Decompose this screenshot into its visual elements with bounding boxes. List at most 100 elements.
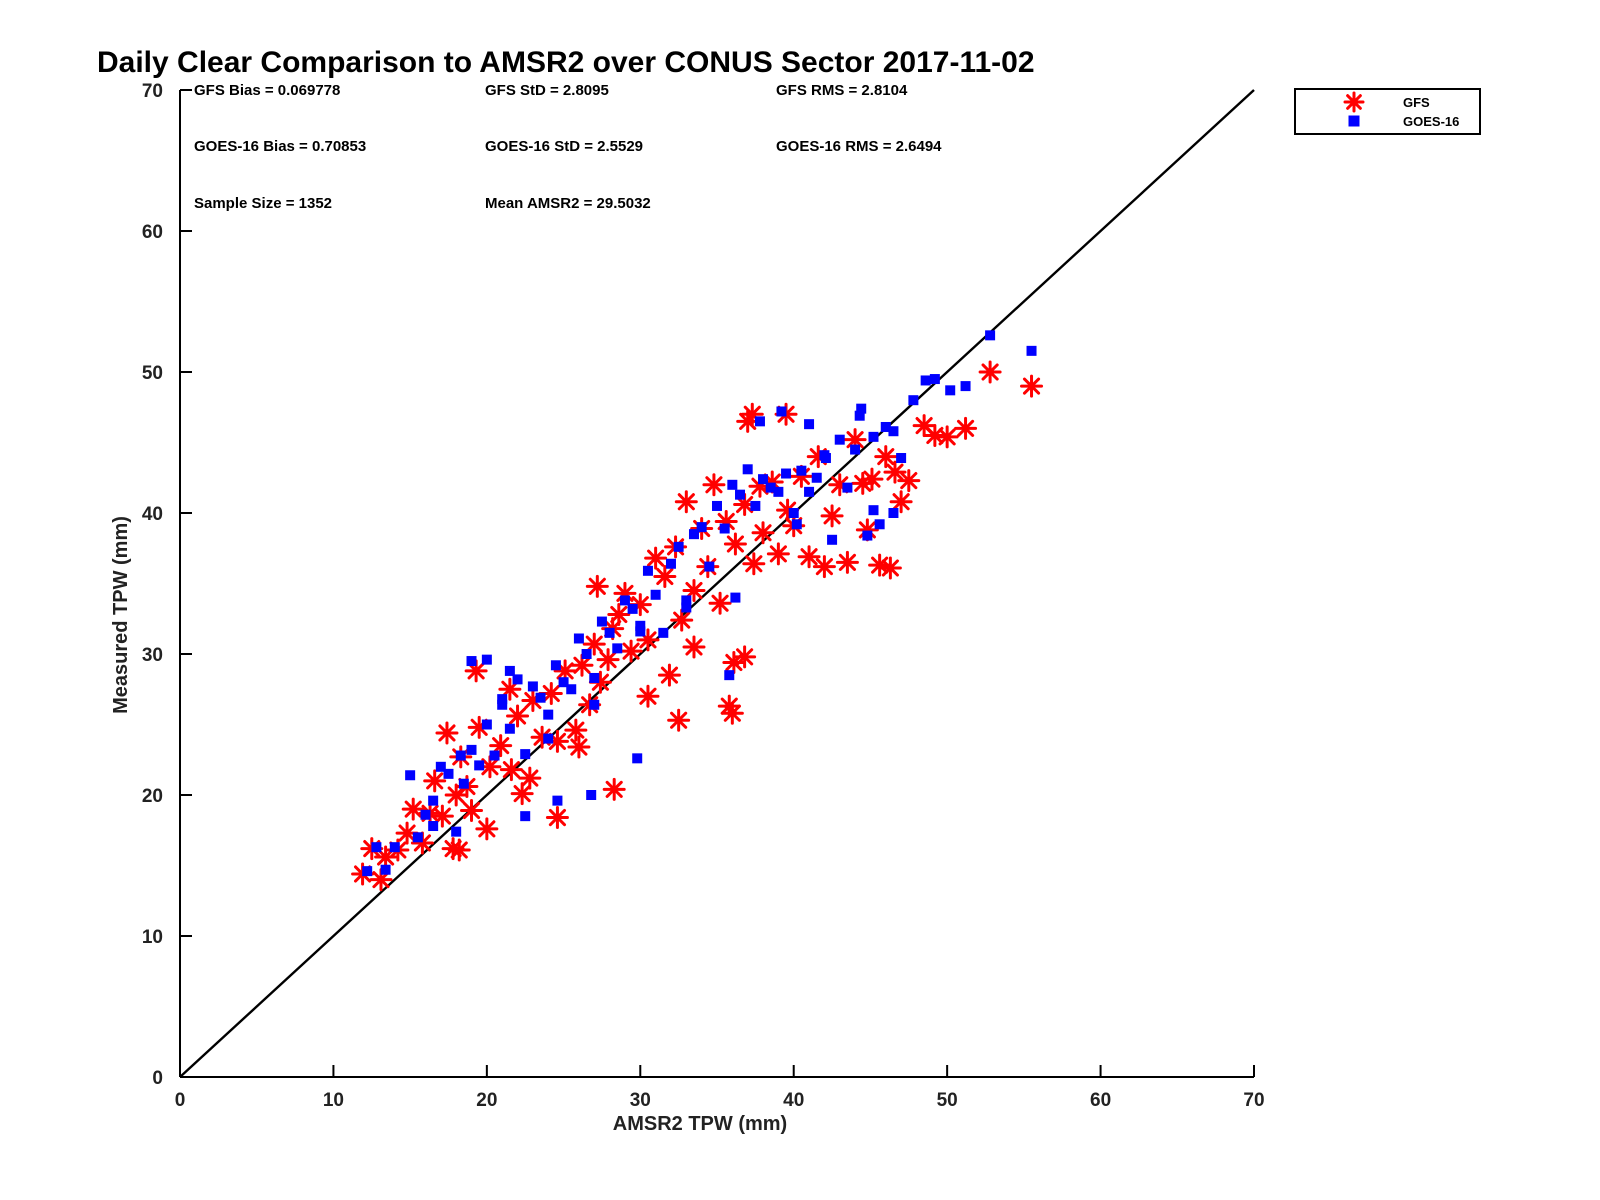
gfs-point bbox=[878, 556, 902, 580]
gfs-point bbox=[636, 628, 660, 652]
goes16-point bbox=[635, 620, 646, 631]
gfs-point bbox=[435, 721, 459, 745]
goes16-point bbox=[820, 453, 831, 464]
goes16-point bbox=[489, 750, 500, 761]
gfs-point bbox=[567, 735, 591, 759]
gfs-point bbox=[978, 360, 1002, 384]
goes16-point bbox=[719, 523, 730, 534]
goes16-point bbox=[1026, 345, 1037, 356]
goes16-point bbox=[888, 426, 899, 437]
series-goes-16 bbox=[362, 330, 1037, 877]
goes16-point bbox=[520, 749, 531, 760]
legend-gfs-marker bbox=[1343, 91, 1365, 113]
gfs-point bbox=[510, 782, 534, 806]
one-to-one-line bbox=[179, 89, 1255, 1078]
gfs-point bbox=[460, 799, 484, 823]
gfs-point bbox=[518, 766, 542, 790]
gfs-point bbox=[733, 645, 757, 669]
gfs-point bbox=[423, 769, 447, 793]
x-tick-label: 50 bbox=[937, 1090, 958, 1111]
goes16-point bbox=[455, 750, 466, 761]
gfs-point bbox=[447, 838, 471, 862]
goes16-point bbox=[497, 699, 508, 710]
goes16-point bbox=[788, 508, 799, 518]
x-axis-label: AMSR2 TPW (mm) bbox=[613, 1113, 787, 1135]
goes16-point bbox=[435, 761, 446, 772]
goes16-point bbox=[550, 660, 561, 671]
gfs-point bbox=[619, 639, 643, 663]
goes16-point bbox=[681, 595, 692, 606]
goes16-point bbox=[520, 811, 531, 822]
goes16-point bbox=[412, 832, 423, 843]
gfs-point bbox=[636, 684, 660, 708]
stat-label: GOES-16 Bias = 0.70853 bbox=[194, 138, 366, 155]
goes16-point bbox=[765, 482, 776, 493]
goes16-point bbox=[804, 419, 815, 430]
y-tick-label: 30 bbox=[142, 645, 163, 666]
goes16-point bbox=[945, 385, 956, 396]
gfs-point bbox=[670, 608, 694, 632]
goes16-point bbox=[632, 753, 643, 764]
goes16-point bbox=[724, 670, 735, 681]
gfs-point bbox=[644, 546, 668, 570]
goes16-point bbox=[458, 778, 469, 789]
gfs-point bbox=[674, 490, 698, 514]
gfs-point bbox=[889, 490, 913, 514]
goes16-point bbox=[673, 541, 684, 552]
stat-label: GFS StD = 2.8095 bbox=[485, 82, 609, 99]
stat-label: GOES-16 StD = 2.5529 bbox=[485, 138, 643, 155]
x-tick-label: 40 bbox=[783, 1090, 804, 1111]
y-ticks: 0 10 20 30 40 50 60 70 bbox=[142, 81, 192, 1089]
data-layer bbox=[351, 330, 1044, 892]
goes16-point bbox=[552, 795, 563, 806]
goes16-point bbox=[854, 410, 865, 421]
gfs-point bbox=[874, 445, 898, 469]
gfs-point bbox=[498, 677, 522, 701]
x-tick-label: 60 bbox=[1090, 1090, 1111, 1111]
goes16-point bbox=[451, 826, 462, 837]
goes16-point bbox=[481, 654, 492, 665]
goes16-point bbox=[920, 375, 931, 386]
gfs-point bbox=[702, 473, 726, 497]
stat-label: GFS Bias = 0.069778 bbox=[194, 82, 340, 99]
legend-goes16-marker bbox=[1348, 115, 1360, 127]
gfs-point bbox=[395, 821, 419, 845]
goes16-point bbox=[868, 505, 879, 516]
goes16-point bbox=[589, 699, 600, 710]
gfs-point bbox=[835, 550, 859, 574]
gfs-point bbox=[530, 725, 554, 749]
goes16-point bbox=[658, 627, 669, 638]
goes16-point bbox=[527, 681, 538, 692]
x-tick-label: 20 bbox=[476, 1090, 497, 1111]
gfs-point bbox=[797, 545, 821, 569]
gfs-point bbox=[602, 777, 626, 801]
goes16-point bbox=[420, 809, 431, 820]
y-tick-label: 60 bbox=[142, 222, 163, 243]
legend-label: GOES-16 bbox=[1403, 114, 1459, 129]
axes bbox=[179, 90, 1254, 1078]
goes16-point bbox=[827, 534, 838, 545]
goes16-point bbox=[856, 403, 867, 414]
stat-label: GFS RMS = 2.8104 bbox=[776, 82, 908, 99]
goes16-point bbox=[589, 672, 600, 683]
goes16-point bbox=[443, 768, 454, 779]
x-tick-label: 10 bbox=[323, 1090, 344, 1111]
goes16-point bbox=[619, 595, 630, 606]
goes16-point bbox=[504, 665, 515, 676]
goes16-point bbox=[880, 421, 891, 432]
goes16-point bbox=[535, 692, 546, 703]
gfs-point bbox=[897, 469, 921, 493]
goes16-point bbox=[773, 486, 784, 497]
goes16-point bbox=[428, 821, 439, 832]
reference-line-layer bbox=[179, 89, 1255, 1078]
goes16-point bbox=[850, 444, 861, 455]
legend-box bbox=[1294, 88, 1481, 135]
stat-label: GOES-16 RMS = 2.6494 bbox=[776, 138, 942, 155]
gfs-point bbox=[954, 416, 978, 440]
goes16-point bbox=[750, 500, 761, 511]
goes16-point bbox=[868, 431, 879, 442]
gfs-point bbox=[506, 704, 530, 728]
goes16-point bbox=[862, 530, 873, 541]
goes16-point bbox=[389, 842, 400, 853]
